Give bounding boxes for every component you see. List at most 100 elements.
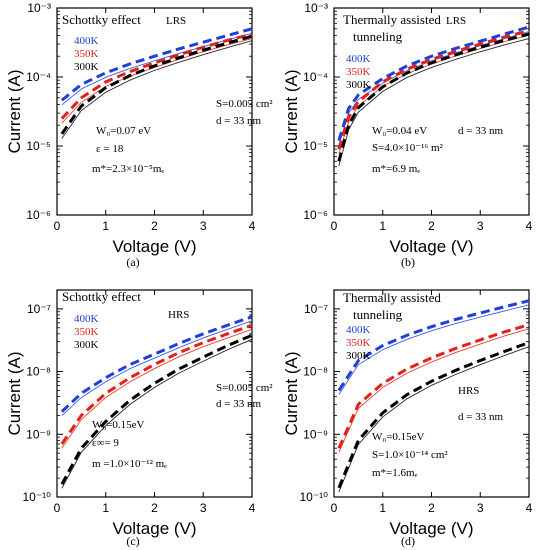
y-tick-label: 10⁻⁴ [26,70,51,84]
x-axis-label: Voltage (V) [389,519,473,538]
legend-entry-400K: 400K [74,313,99,325]
parameter-text: d = 33 nm [216,398,261,410]
parameter-text: S=1.0×10⁻¹⁴ cm² [372,449,448,461]
resistance-state: LRS [446,15,466,27]
legend-entry-300K: 300K [346,79,371,91]
fit-curve-300K [60,333,253,485]
panel-label: (a) [126,255,139,269]
x-tick-label: 4 [249,219,256,233]
panel-d [333,289,530,498]
fit-curve-350K [337,29,530,150]
y-tick-label: 10⁻³ [304,1,328,15]
fit-curve-400K [337,25,530,141]
y-tick-label: 10⁻⁹ [303,427,328,441]
y-tick-label: 10⁻⁸ [303,365,328,379]
measured-curve-300K [61,40,253,139]
panel-title-line2: tunneling [353,29,403,44]
panel-title: Thermally assisted [343,290,441,305]
parameter-text: W₀=0.04 eV [372,125,427,137]
panel-b [333,7,530,216]
resistance-state: HRS [168,309,189,321]
y-tick-label: 10⁻⁷ [27,302,51,316]
measured-curve-300K [338,38,530,166]
y-tick-label: 10⁻³ [27,1,51,15]
x-tick-label: 3 [200,219,207,233]
fit-curve-400K [337,299,530,392]
measured-curve-300K [338,346,530,493]
x-tick-label: 3 [477,219,484,233]
parameter-text: m*=1.6mₑ [372,467,418,479]
y-tick-label: 10⁻⁵ [303,139,328,153]
y-tick-label: 10⁻⁶ [26,208,51,222]
y-tick-label: 10⁻⁶ [303,208,328,222]
x-tick-label: 0 [54,501,61,515]
y-tick-label: 10⁻¹⁰ [23,490,52,504]
parameter-text: m =1.0×10⁻¹² mₑ [92,458,167,470]
panel-label: (d) [401,534,415,548]
parameter-text: S=0.005 cm² [216,382,273,394]
fit-curve-300K [337,341,530,489]
y-axis-label: Current (A) [282,69,301,153]
y-tick-label: 10⁻⁵ [26,139,51,153]
panel-title: Schottky effect [62,12,141,27]
panel-label: (b) [401,255,415,269]
measured-curve-400K [338,304,530,395]
fit-curve-300K [337,32,530,162]
measured-curve-300K [61,338,253,489]
y-tick-label: 10⁻⁹ [26,427,51,441]
y-tick-label: 10⁻⁴ [303,70,328,84]
legend-entry-300K: 300K [346,350,371,362]
panel-a [56,7,253,216]
resistance-state: LRS [166,15,186,27]
legend-entry-400K: 400K [74,35,99,47]
x-tick-label: 4 [526,219,533,233]
y-tick-label: 10⁻¹⁰ [300,490,329,504]
parameter-text: d = 33 nm [458,411,503,423]
fit-curve-400K [60,27,253,102]
legend-entry-400K: 400K [346,53,371,65]
legend-entry-350K: 350K [74,326,99,338]
legend-entry-300K: 300K [74,339,99,351]
x-tick-label: 3 [477,501,484,515]
parameter-text: S=4.0×10⁻¹⁶ m² [372,142,444,154]
legend-entry-350K: 350K [346,337,371,349]
x-tick-label: 2 [151,219,158,233]
x-tick-label: 1 [379,219,386,233]
x-tick-label: 2 [428,219,435,233]
measured-curve-400K [338,31,530,146]
panel-title: Thermally assisted [343,12,441,27]
y-axis-label: Current (A) [5,351,24,435]
fit-curve-400K [60,315,253,413]
fit-curve-350K [337,323,530,449]
x-tick-label: 4 [249,501,256,515]
parameter-text: W₀=0.15eV [372,431,425,443]
measured-curve-400K [61,320,253,417]
measured-curve-400K [61,32,253,106]
legend-entry-300K: 300K [74,61,99,73]
y-axis-label: Current (A) [5,69,24,153]
panel-title-line2: tunneling [353,307,403,322]
x-tick-label: 2 [428,501,435,515]
x-tick-label: 3 [200,501,207,515]
parameter-text: S=0.005 cm² [216,98,273,110]
parameter-text: m*=2.3×10⁻⁵mₑ [92,163,164,175]
x-tick-label: 1 [379,501,386,515]
legend-entry-350K: 350K [346,66,371,78]
parameter-text: m*=6.9 mₑ [372,163,420,175]
x-tick-label: 0 [331,501,338,515]
x-axis-label: Voltage (V) [389,237,473,256]
measured-curve-350K [61,328,253,449]
x-tick-label: 1 [102,501,109,515]
parameter-text: d = 33 nm [458,125,503,137]
x-tick-label: 0 [331,219,338,233]
parameter-text: W₀=0.15eV [92,419,145,431]
parameter-text: d = 33 nm [216,115,261,127]
parameter-text: ε∞= 9 [92,437,119,449]
resistance-state: HRS [458,385,479,397]
x-axis-label: Voltage (V) [112,519,196,538]
fit-curve-300K [60,34,253,135]
parameter-text: ε = 18 [96,143,124,155]
parameter-text: W₀=0.07 eV [96,125,151,137]
x-axis-label: Voltage (V) [112,237,196,256]
